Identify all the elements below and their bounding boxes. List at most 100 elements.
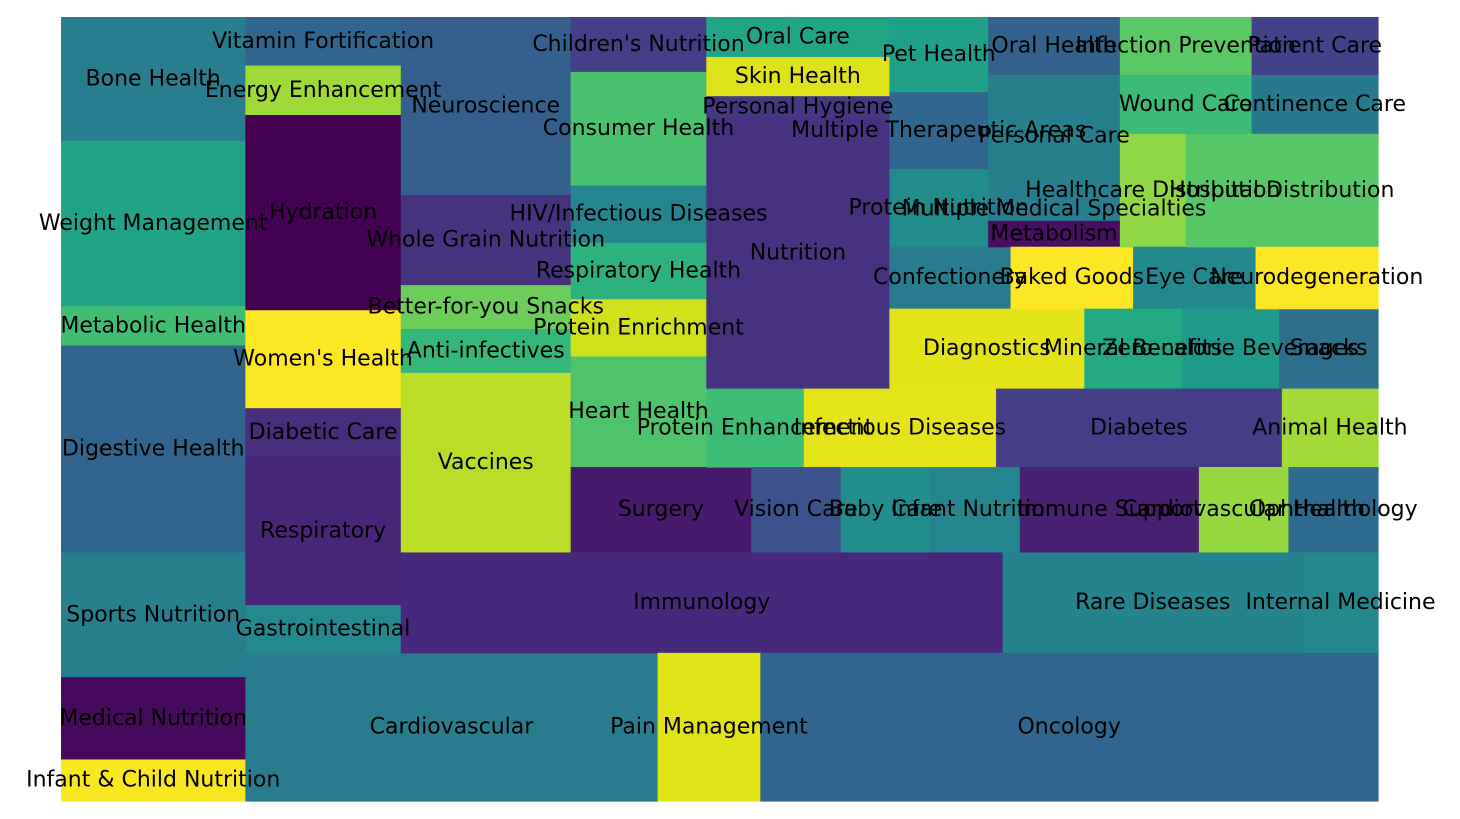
tile-confectionery (889, 246, 1012, 310)
tile-label-pet-health: Pet Health (882, 42, 996, 67)
tile-label-surgery: Surgery (618, 497, 704, 522)
tile-label-patient-care: Patient Care (1248, 34, 1383, 59)
tile-label-snacks: Snacks (1290, 336, 1368, 361)
tile-respiratory-health (570, 242, 707, 300)
tile-protein-enrichment (570, 299, 707, 358)
tile-label-digestive-health: Digestive Health (62, 436, 245, 461)
tile-metabolism (988, 220, 1121, 248)
tile-multiple-medical-specialties (988, 197, 1121, 222)
tile-vitamin-fortification (245, 17, 402, 67)
tile-better-for-you-snacks (400, 285, 572, 330)
tile-heart-health (570, 356, 707, 468)
tile-cardiovascular (245, 652, 659, 802)
tile-hydration (245, 115, 402, 311)
tile-bone-health (61, 17, 246, 142)
tile-label-skin-health: Skin Health (735, 64, 861, 89)
tile-vision-care (751, 467, 842, 554)
tile-internal-medicine (1302, 552, 1379, 654)
tile-label-internal-medicine: Internal Medicine (1245, 590, 1435, 615)
tile-label-neuroscience: Neuroscience (411, 93, 560, 118)
tile-diagnostics (889, 308, 1085, 390)
tile-hiv-infectious-diseases (570, 185, 707, 244)
tile-vaccines (400, 372, 572, 554)
tile-snacks (1279, 308, 1379, 390)
tile-label-respiratory: Respiratory (260, 518, 386, 543)
tile-label-animal-health: Animal Health (1252, 415, 1407, 440)
tile-cardiovascular-health (1198, 467, 1290, 554)
tile-respiratory (245, 456, 402, 606)
tile-whole-grain-nutrition (400, 194, 572, 286)
tile-label-diabetes: Diabetes (1090, 415, 1188, 440)
tile-label-cardiovascular-health: Cardiovascular Health (1122, 497, 1365, 522)
tile-label-energy-enhancement: Energy Enhancement (205, 78, 442, 103)
tile-healthcare-distribution (1119, 133, 1187, 248)
treemap-tiles (61, 17, 1379, 802)
tile-diabetic-care (245, 408, 402, 458)
tile-label-vision-care: Vision Care (734, 497, 858, 522)
tile-zero-calorie-beverages (1181, 308, 1280, 390)
tile-personal-hygiene (706, 96, 890, 118)
tile-label-infectious-diseases: Infectious Diseases (794, 415, 1006, 440)
tile-label-oral-care: Oral Care (746, 24, 850, 49)
tile-label-oncology: Oncology (1017, 714, 1120, 739)
tile-label-weight-management: Weight Management (39, 211, 268, 236)
tile-label-rare-diseases: Rare Diseases (1075, 590, 1230, 615)
tile-metabolic-health (61, 306, 246, 347)
tile-oral-care (706, 17, 890, 58)
tile-label-children-s-nutrition: Children's Nutrition (532, 32, 744, 57)
tile-consumer-health (570, 71, 707, 187)
tile-label-oral-health: Oral Health (991, 34, 1116, 59)
tile-label-hiv-infectious-diseases: HIV/Infectious Diseases (510, 202, 768, 227)
tile-pet-health (889, 17, 989, 93)
tile-label-immunology: Immunology (633, 590, 770, 615)
tile-label-eye-care: Eye Care (1145, 265, 1243, 290)
tile-label-zero-calorie-beverages: Zero-calorie Beverages (1102, 336, 1358, 361)
tile-continence-care (1251, 75, 1379, 135)
tile-label-personal-hygiene: Personal Hygiene (702, 94, 893, 119)
tile-label-consumer-health: Consumer Health (543, 116, 734, 141)
tile-baby-care (840, 467, 931, 554)
tile-label-respiratory-health: Respiratory Health (536, 259, 741, 284)
tile-label-infant-child-nutrition: Infant & Child Nutrition (26, 768, 280, 793)
tile-label-mineral-benefits: Mineral Benefits (1044, 336, 1222, 361)
tile-digestive-health (61, 345, 246, 554)
treemap-labels: Bone Health Weight Management Metabolic He… (26, 24, 1435, 792)
tile-skin-health (706, 56, 890, 97)
tile-label-metabolism: Metabolism (990, 221, 1117, 246)
tile-immunology (400, 552, 1004, 654)
tile-label-hydration: Hydration (269, 200, 377, 225)
tile-animal-health (1281, 388, 1379, 468)
tile-label-vaccines: Vaccines (438, 450, 534, 475)
tile-label-protein-enrichment: Protein Enrichment (533, 315, 744, 340)
tile-nutrition (706, 117, 890, 390)
tile-oncology (760, 652, 1379, 802)
tile-label-diabetic-care: Diabetic Care (249, 420, 398, 445)
tile-label-diagnostics: Diagnostics (923, 336, 1051, 361)
tile-label-vitamin-fortification: Vitamin Fortification (212, 29, 434, 54)
tile-neuroscience (400, 17, 572, 196)
tile-label-pain-management: Pain Management (610, 714, 808, 739)
tile-pain-management (657, 652, 761, 802)
tile-hospital-distribution (1185, 133, 1379, 248)
tile-label-wound-care: Wound Care (1119, 92, 1253, 117)
tile-ophthalmology (1288, 467, 1379, 554)
tile-label-baby-care: Baby Care (829, 497, 943, 522)
tile-immune-support (1019, 467, 1200, 554)
tile-multiple-therapeutic-areas (889, 92, 989, 170)
tile-label-better-for-you-snacks: Better-for-you Snacks (367, 295, 604, 320)
tile-label-baked-goods: Baked Goods (1000, 265, 1144, 290)
tile-wound-care (1119, 75, 1253, 135)
tile-weight-management (61, 140, 246, 307)
tile-medical-nutrition (61, 677, 246, 761)
tile-infectious-diseases (803, 388, 997, 468)
tile-label-gastrointestinal: Gastrointestinal (236, 616, 411, 641)
tile-oral-health (988, 17, 1121, 76)
tile-patient-care (1251, 17, 1379, 76)
tile-label-healthcare-distribution: Healthcare Distribution (1025, 178, 1280, 203)
tile-label-continence-care: Continence Care (1224, 92, 1407, 117)
tile-sports-nutrition (61, 552, 246, 678)
tile-diabetes (996, 388, 1283, 468)
tile-mineral-benefits (1084, 308, 1183, 390)
tile-anti-infectives (400, 329, 572, 374)
